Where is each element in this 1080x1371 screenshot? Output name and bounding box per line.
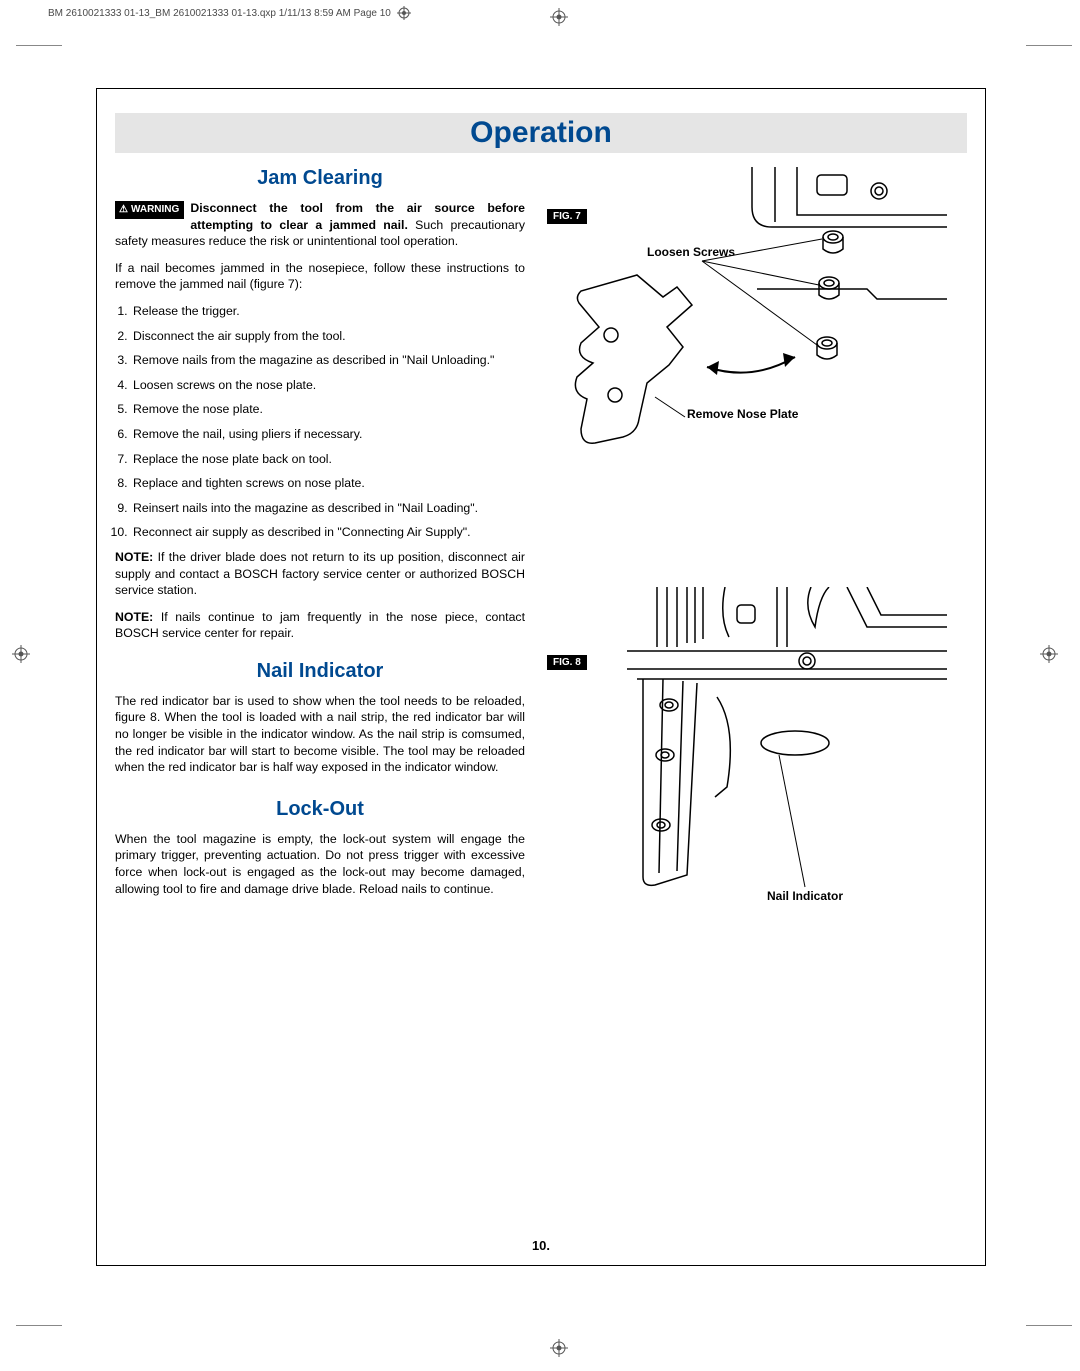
- note-label: NOTE:: [115, 550, 153, 564]
- fig8-label: FIG. 8: [547, 655, 587, 670]
- figure-7: FIG. 7 Loosen Screws Remove Nose Plate: [547, 167, 967, 467]
- crop-mark: [16, 1325, 62, 1326]
- reg-mark-icon: [397, 6, 411, 20]
- page-frame: Operation Jam Clearing ⚠ WARNING Disconn…: [96, 88, 986, 1266]
- step-item: Replace the nose plate back on tool.: [131, 451, 525, 468]
- fig7-callout-remove: Remove Nose Plate: [687, 407, 798, 421]
- step-item: Remove the nail, using pliers if necessa…: [131, 426, 525, 443]
- step-item: Release the trigger.: [131, 303, 525, 320]
- page-number: 10.: [97, 1238, 985, 1253]
- callout-text: Loosen Screws: [647, 245, 735, 259]
- content-columns: Jam Clearing ⚠ WARNING Disconnect the to…: [115, 167, 967, 957]
- reg-mark-left-icon: [12, 645, 30, 663]
- crop-mark: [16, 45, 62, 46]
- jam-note2: NOTE: If nails continue to jam frequentl…: [115, 609, 525, 642]
- fig7-label: FIG. 7: [547, 209, 587, 224]
- note-text: If nails continue to jam frequently in t…: [115, 610, 525, 641]
- step-item: Reinsert nails into the magazine as desc…: [131, 500, 525, 517]
- reg-mark-bottom-icon: [550, 1339, 568, 1357]
- figure-8: FIG. 8 Nail Indicator: [547, 587, 967, 927]
- jam-note1: NOTE: If the driver blade does not retur…: [115, 549, 525, 599]
- lockout-heading: Lock-Out: [115, 798, 525, 821]
- note-label: NOTE:: [115, 610, 153, 624]
- jam-steps: Release the trigger. Disconnect the air …: [115, 303, 525, 541]
- crop-mark: [1026, 45, 1072, 46]
- crop-mark: [1026, 1325, 1072, 1326]
- step-item: Replace and tighten screws on nose plate…: [131, 475, 525, 492]
- print-header-text: BM 2610021333 01-13_BM 2610021333 01-13.…: [48, 8, 391, 19]
- right-column: FIG. 7 Loosen Screws Remove Nose Plate: [547, 167, 967, 957]
- fig8-illustration: [547, 587, 967, 907]
- reg-mark-right-icon: [1040, 645, 1058, 663]
- fig7-callout-loosen: Loosen Screws: [647, 245, 735, 259]
- left-column: Jam Clearing ⚠ WARNING Disconnect the to…: [115, 167, 525, 957]
- fig8-callout: Nail Indicator: [767, 889, 843, 903]
- warning-badge: ⚠ WARNING: [115, 201, 184, 219]
- jam-intro: If a nail becomes jammed in the nosepiec…: [115, 260, 525, 293]
- step-item: Disconnect the air supply from the tool.: [131, 328, 525, 345]
- page-title: Operation: [470, 116, 612, 150]
- indicator-body: The red indicator bar is used to show wh…: [115, 693, 525, 776]
- callout-text: Remove Nose Plate: [687, 407, 798, 421]
- warning-label: WARNING: [131, 203, 179, 217]
- title-bar: Operation: [115, 113, 967, 153]
- note-text: If the driver blade does not return to i…: [115, 550, 525, 597]
- reg-mark-top-icon: [550, 8, 568, 26]
- step-item: Reconnect air supply as described in "Co…: [131, 524, 525, 541]
- fig7-illustration: [547, 167, 967, 467]
- print-header: BM 2610021333 01-13_BM 2610021333 01-13.…: [48, 6, 411, 20]
- indicator-heading: Nail Indicator: [115, 660, 525, 683]
- jam-heading: Jam Clearing: [115, 167, 525, 190]
- step-item: Remove nails from the magazine as descri…: [131, 352, 525, 369]
- step-item: Remove the nose plate.: [131, 401, 525, 418]
- lockout-body: When the tool magazine is empty, the loc…: [115, 831, 525, 897]
- warning-triangle-icon: ⚠: [119, 205, 128, 215]
- step-item: Loosen screws on the nose plate.: [131, 377, 525, 394]
- jam-warning-para: ⚠ WARNING Disconnect the tool from the a…: [115, 200, 525, 250]
- callout-text: Nail Indicator: [767, 889, 843, 903]
